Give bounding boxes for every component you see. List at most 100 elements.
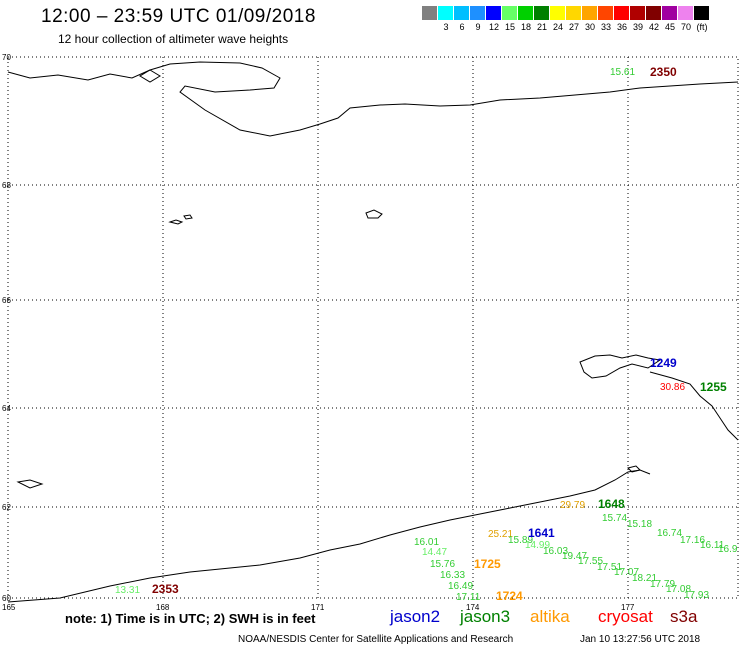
legend-swatch bbox=[518, 6, 534, 20]
pass-time: 1648 bbox=[598, 497, 625, 511]
legend-swatch bbox=[438, 6, 454, 20]
legend-swatch bbox=[502, 6, 518, 20]
pass-times: 2350 1249 1255 1648 1641 1725 1724 2353 bbox=[152, 65, 727, 603]
legend-label: 30 bbox=[584, 22, 595, 32]
generated-timestamp: Jan 10 13:27:56 UTC 2018 bbox=[580, 634, 701, 645]
legend-label: 12 bbox=[488, 22, 499, 32]
obs-label: 15.76 bbox=[430, 559, 455, 570]
graticule bbox=[8, 56, 738, 598]
legend-swatch bbox=[582, 6, 598, 20]
legend-swatch bbox=[470, 6, 486, 20]
obs-label: 17.51 bbox=[597, 562, 622, 573]
legend-jason3: jason3 bbox=[460, 607, 511, 626]
legend-jason2: jason2 bbox=[390, 607, 441, 626]
legend-swatch bbox=[614, 6, 630, 20]
legend-s3a: s3a bbox=[670, 607, 698, 626]
map-frame bbox=[7, 56, 739, 599]
island-4 bbox=[16, 479, 44, 489]
legend-swatch bbox=[422, 6, 438, 20]
legend-label: 33 bbox=[600, 22, 611, 32]
pass-time: 1255 bbox=[700, 380, 727, 394]
obs-label: 25.21 bbox=[488, 529, 513, 540]
legend-swatch bbox=[662, 6, 678, 20]
credit-line: NOAA/NESDIS Center for Satellite Applica… bbox=[238, 634, 514, 645]
lon-label: 168 bbox=[156, 603, 170, 612]
obs-label: 30.86 bbox=[660, 382, 685, 393]
lat-label: 64 bbox=[2, 404, 11, 413]
legend-swatch bbox=[454, 6, 470, 20]
lon-label: 177 bbox=[621, 603, 635, 612]
legend-swatch bbox=[486, 6, 502, 20]
wave-observations: 15.61 30.86 29.79 15.74 15.18 16.74 17.1… bbox=[115, 67, 738, 603]
lat-label: 70 bbox=[2, 53, 11, 62]
coast-chukotka-north bbox=[7, 61, 739, 137]
obs-label: 18.21 bbox=[632, 573, 657, 584]
pass-time: 1724 bbox=[496, 589, 523, 603]
color-legend bbox=[422, 6, 710, 20]
obs-label: 16.01 bbox=[414, 537, 439, 548]
pass-time: 1641 bbox=[528, 526, 555, 540]
obs-label: 17.11 bbox=[456, 592, 481, 603]
legend-unit: (ft) bbox=[696, 22, 708, 32]
coastlines bbox=[7, 61, 739, 603]
legend-label: 42 bbox=[648, 22, 659, 32]
legend-swatch bbox=[694, 6, 710, 20]
obs-label: 16.49 bbox=[448, 581, 473, 592]
map-title: 12:00 – 23:59 UTC 01/09/2018 bbox=[41, 6, 316, 27]
island-2 bbox=[168, 219, 184, 225]
lon-label: 171 bbox=[311, 603, 325, 612]
obs-label: 16.11 bbox=[700, 540, 725, 551]
obs-label: 15.18 bbox=[627, 519, 652, 530]
coast-alaska-west bbox=[649, 371, 739, 441]
lat-label: 68 bbox=[2, 181, 11, 190]
obs-label: 16.03 bbox=[543, 546, 568, 557]
island-3 bbox=[183, 214, 193, 220]
obs-label: 14.47 bbox=[422, 547, 447, 558]
obs-label: 14.99 bbox=[525, 540, 550, 551]
legend-label: 21 bbox=[536, 22, 547, 32]
lon-axis-labels: 165 168 171 174 177 bbox=[2, 603, 635, 612]
pass-time: 1725 bbox=[474, 557, 501, 571]
obs-label: 17.08 bbox=[666, 584, 691, 595]
coast-small-inlet bbox=[139, 69, 161, 83]
legend-label: 24 bbox=[552, 22, 563, 32]
legend-label: 18 bbox=[520, 22, 531, 32]
lon-label: 165 bbox=[2, 603, 16, 612]
legend-label: 39 bbox=[632, 22, 643, 32]
coast-seward bbox=[579, 354, 662, 379]
obs-label: 15.89 bbox=[508, 535, 533, 546]
legend-swatch bbox=[678, 6, 694, 20]
legend-label: 15 bbox=[504, 22, 515, 32]
obs-label: 17.79 bbox=[650, 579, 675, 590]
legend-label: 3 bbox=[443, 22, 449, 32]
pass-time: 2353 bbox=[152, 582, 179, 596]
legend-altika: altika bbox=[530, 607, 570, 626]
obs-label: 17.07 bbox=[614, 567, 639, 578]
obs-label: 13.31 bbox=[115, 585, 140, 596]
island-1 bbox=[365, 209, 383, 219]
legend-label: 9 bbox=[475, 22, 481, 32]
obs-label: 15.61 bbox=[610, 67, 635, 78]
island-5 bbox=[627, 465, 641, 473]
legend-labels: 3 6 9 12 15 18 21 24 27 30 33 36 39 42 4… bbox=[422, 22, 710, 32]
legend-swatch bbox=[534, 6, 550, 20]
legend-swatch bbox=[598, 6, 614, 20]
obs-label: 19.47 bbox=[562, 551, 587, 562]
obs-label: 16.74 bbox=[657, 528, 682, 539]
obs-label: 16.9 bbox=[718, 544, 738, 555]
obs-label: 17.93 bbox=[684, 590, 709, 601]
legend-swatch bbox=[630, 6, 646, 20]
legend-swatch bbox=[550, 6, 566, 20]
lat-label: 60 bbox=[2, 594, 11, 603]
legend-label: 27 bbox=[568, 22, 579, 32]
map-subtitle: 12 hour collection of altimeter wave hei… bbox=[58, 32, 289, 46]
legend-swatch bbox=[646, 6, 662, 20]
legend-label: 6 bbox=[459, 22, 465, 32]
obs-label: 17.55 bbox=[578, 556, 603, 567]
legend-swatch bbox=[566, 6, 582, 20]
obs-label: 15.74 bbox=[602, 513, 627, 524]
lat-label: 66 bbox=[2, 296, 11, 305]
legend-label: 70 bbox=[680, 22, 691, 32]
obs-label: 16.33 bbox=[440, 570, 465, 581]
